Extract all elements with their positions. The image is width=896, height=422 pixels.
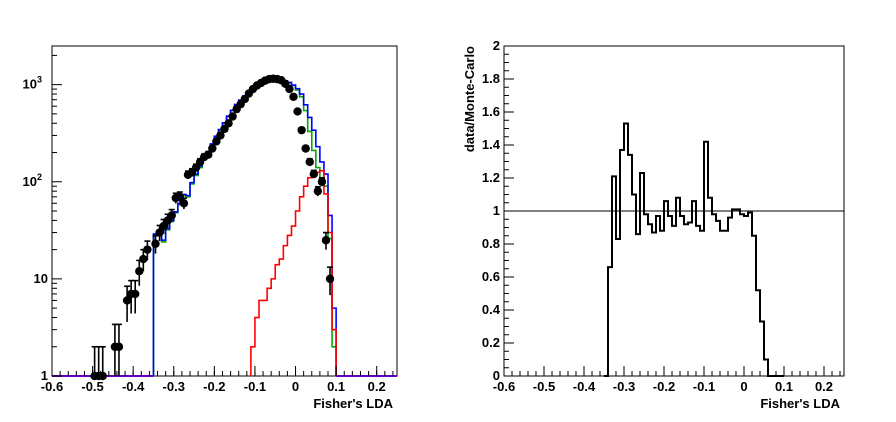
left-data-point [139,254,148,264]
right-y-tick-label: 1.4 [482,137,501,152]
right-x-tick-label: 0 [740,379,747,394]
right-y-axis-title: data/Monte-Carlo [462,46,477,152]
left-x-tick-label: -0.1 [244,379,266,394]
right-series-layer [604,122,784,377]
right-x-axis: -0.6 -0.5 -0.4 -0.3 -0.2 -0.1 0 0.1 0.2 [493,366,841,394]
left-y-tick-label-exponent: 3 [37,75,42,85]
left-series-2-step [250,169,337,376]
right-y-tick-label-base: 0.2 [482,335,500,350]
left-data-point [216,131,225,140]
right-x-axis-title: Fisher's LDA [760,396,840,411]
right-y-tick-label: 0.6 [482,269,500,284]
right-y-tick-label: 1.2 [482,170,500,185]
right-y-tick-label: 0.8 [482,236,500,251]
right-y-tick-label: 1.8 [482,71,500,86]
left-x-tick-label: 0.2 [368,379,386,394]
left-y-tick-label: 10 [34,271,48,286]
left-x-tick-label: 0.1 [327,379,345,394]
right-y-tick-label-base: 1.4 [482,137,501,152]
right-y-tick-label: 0 [493,368,500,383]
left-data-point [131,289,140,299]
left-data-point [228,112,237,121]
left-x-tick-label: 0 [292,379,299,394]
right-x-tick-label: -0.6 [493,379,515,394]
right-y-axis: 0 0.2 0.4 0.6 0.8 1 1.2 1.4 1.6 1.8 2 [482,38,514,383]
right-x-tick-label: 0.2 [815,379,833,394]
left-y-tick-label-base: 10 [23,77,37,92]
right-y-tick-label: 0.2 [482,335,500,350]
right-y-tick-label: 1 [493,203,500,218]
right-x-tick-label: -0.5 [533,379,555,394]
left-y-tick-label-exponent: 2 [37,172,42,182]
left-data-point [212,137,221,146]
right-x-tick-label: 0.1 [775,379,793,394]
right-y-tick-label-base: 0.8 [482,236,500,251]
left-x-tick-label: -0.6 [41,379,63,394]
right-x-tick-label: -0.1 [693,379,715,394]
left-y-tick-label-base: 10 [23,174,37,189]
left-data-point [208,144,217,153]
right-y-tick-label-base: 1.8 [482,71,500,86]
left-data-point [325,274,335,284]
left-x-tick-label: -0.2 [203,379,225,394]
left-data-point [321,236,331,245]
left-data-point [289,92,298,101]
left-x-tick-label: -0.3 [163,379,185,394]
left-data-point [204,150,213,159]
right-x-tick-label: -0.2 [653,379,675,394]
left-data-point [309,169,318,179]
left-data-point [167,211,176,220]
right-x-tick-label: -0.4 [573,379,596,394]
left-x-axis-title: Fisher's LDA [313,396,393,411]
right-y-tick-label-base: 0.6 [482,269,500,284]
left-y-tick-label-base: 1 [41,368,48,383]
left-x-axis: -0.6 -0.5 -0.4 -0.3 -0.2 -0.1 0 0.1 0.2 [41,366,394,394]
left-y-tick-label: 103 [23,75,42,92]
right-y-tick-label: 2 [493,38,500,53]
left-panel: -0.6 -0.5 -0.4 -0.3 -0.2 -0.1 0 0.1 0.2 11010210… [23,45,398,411]
left-y-tick-label-base: 10 [34,271,48,286]
left-data-point [155,228,164,237]
left-x-tick-label: -0.4 [122,379,145,394]
left-data-point [122,296,132,305]
left-data-point [143,245,152,254]
left-data-point [297,125,306,135]
right-y-tick-label-base: 1 [493,203,500,218]
left-data-point [151,239,160,248]
left-x-tick-label: -0.5 [81,379,103,394]
left-y-tick-label: 1 [41,368,48,383]
right-y-tick-label-base: 1.2 [482,170,500,185]
right-panel: -0.6 -0.5 -0.4 -0.3 -0.2 -0.1 0 0.1 0.2 00.20.40… [462,38,845,411]
right-y-tick-label-base: 0.4 [482,302,501,317]
right-x-tick-label: -0.3 [613,379,635,394]
left-data-point [135,266,144,276]
left-data-point [317,177,327,186]
right-series-0-step [604,122,784,377]
left-data-point [114,342,124,351]
left-data-point [305,157,314,167]
right-y-tick-label-base: 0 [493,368,500,383]
left-y-tick-label: 102 [23,172,42,189]
right-y-tick-label: 1.6 [482,104,500,119]
right-y-tick-label-base: 2 [493,38,500,53]
right-y-tick-label-base: 1.6 [482,104,500,119]
left-series-layer [52,74,397,381]
left-data-point [224,119,233,128]
left-data-point [285,84,294,94]
left-data-point [179,199,189,208]
left-data-point [293,107,302,116]
right-y-tick-label: 0.4 [482,302,501,317]
left-data-point [301,144,310,153]
left-data-point [313,186,323,196]
